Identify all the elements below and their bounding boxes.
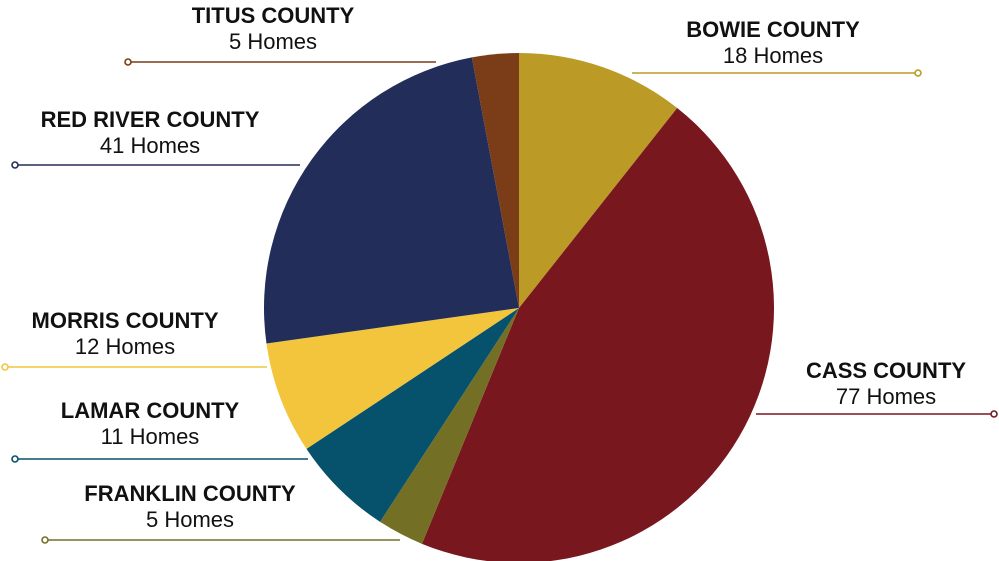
- slice-label-franklin-county: FRANKLIN COUNTY: [84, 481, 296, 506]
- slice-value-titus-county: 5 Homes: [229, 29, 317, 54]
- slice-value-morris-county: 12 Homes: [75, 334, 175, 359]
- pie-slice-titus-county: [471, 53, 519, 308]
- pie-slice-lamar-county: [306, 308, 519, 522]
- slice-value-cass-county: 77 Homes: [836, 384, 936, 409]
- leader-dot-bowie-county: [914, 69, 922, 77]
- slice-value-franklin-county: 5 Homes: [146, 507, 234, 532]
- slice-label-morris-county: MORRIS COUNTY: [32, 308, 219, 333]
- pie-slices: [263, 53, 774, 561]
- slice-label-cass-county: CASS COUNTY: [806, 358, 966, 383]
- leader-dot-franklin-county: [41, 536, 49, 544]
- slice-label-bowie-county: BOWIE COUNTY: [686, 17, 860, 42]
- leader-dot-red-river-county: [11, 161, 19, 169]
- pie-slice-cass-county: [421, 108, 774, 561]
- pie-slice-bowie-county: [519, 53, 678, 308]
- leader-dot-titus-county: [124, 58, 132, 66]
- leader-dot-morris-county: [1, 363, 9, 371]
- pie-slice-franklin-county: [380, 308, 519, 544]
- slice-label-red-river-county: RED RIVER COUNTY: [41, 107, 260, 132]
- pie-slice-morris-county: [266, 308, 519, 449]
- slice-label-lamar-county: LAMAR COUNTY: [61, 398, 240, 423]
- pie-slice-red-river-county: [263, 57, 519, 344]
- leader-dot-cass-county: [990, 410, 998, 418]
- slice-label-titus-county: TITUS COUNTY: [192, 3, 355, 28]
- leader-dot-lamar-county: [11, 455, 19, 463]
- slice-value-bowie-county: 18 Homes: [723, 43, 823, 68]
- slice-value-lamar-county: 11 Homes: [101, 424, 200, 449]
- slice-value-red-river-county: 41 Homes: [100, 133, 200, 158]
